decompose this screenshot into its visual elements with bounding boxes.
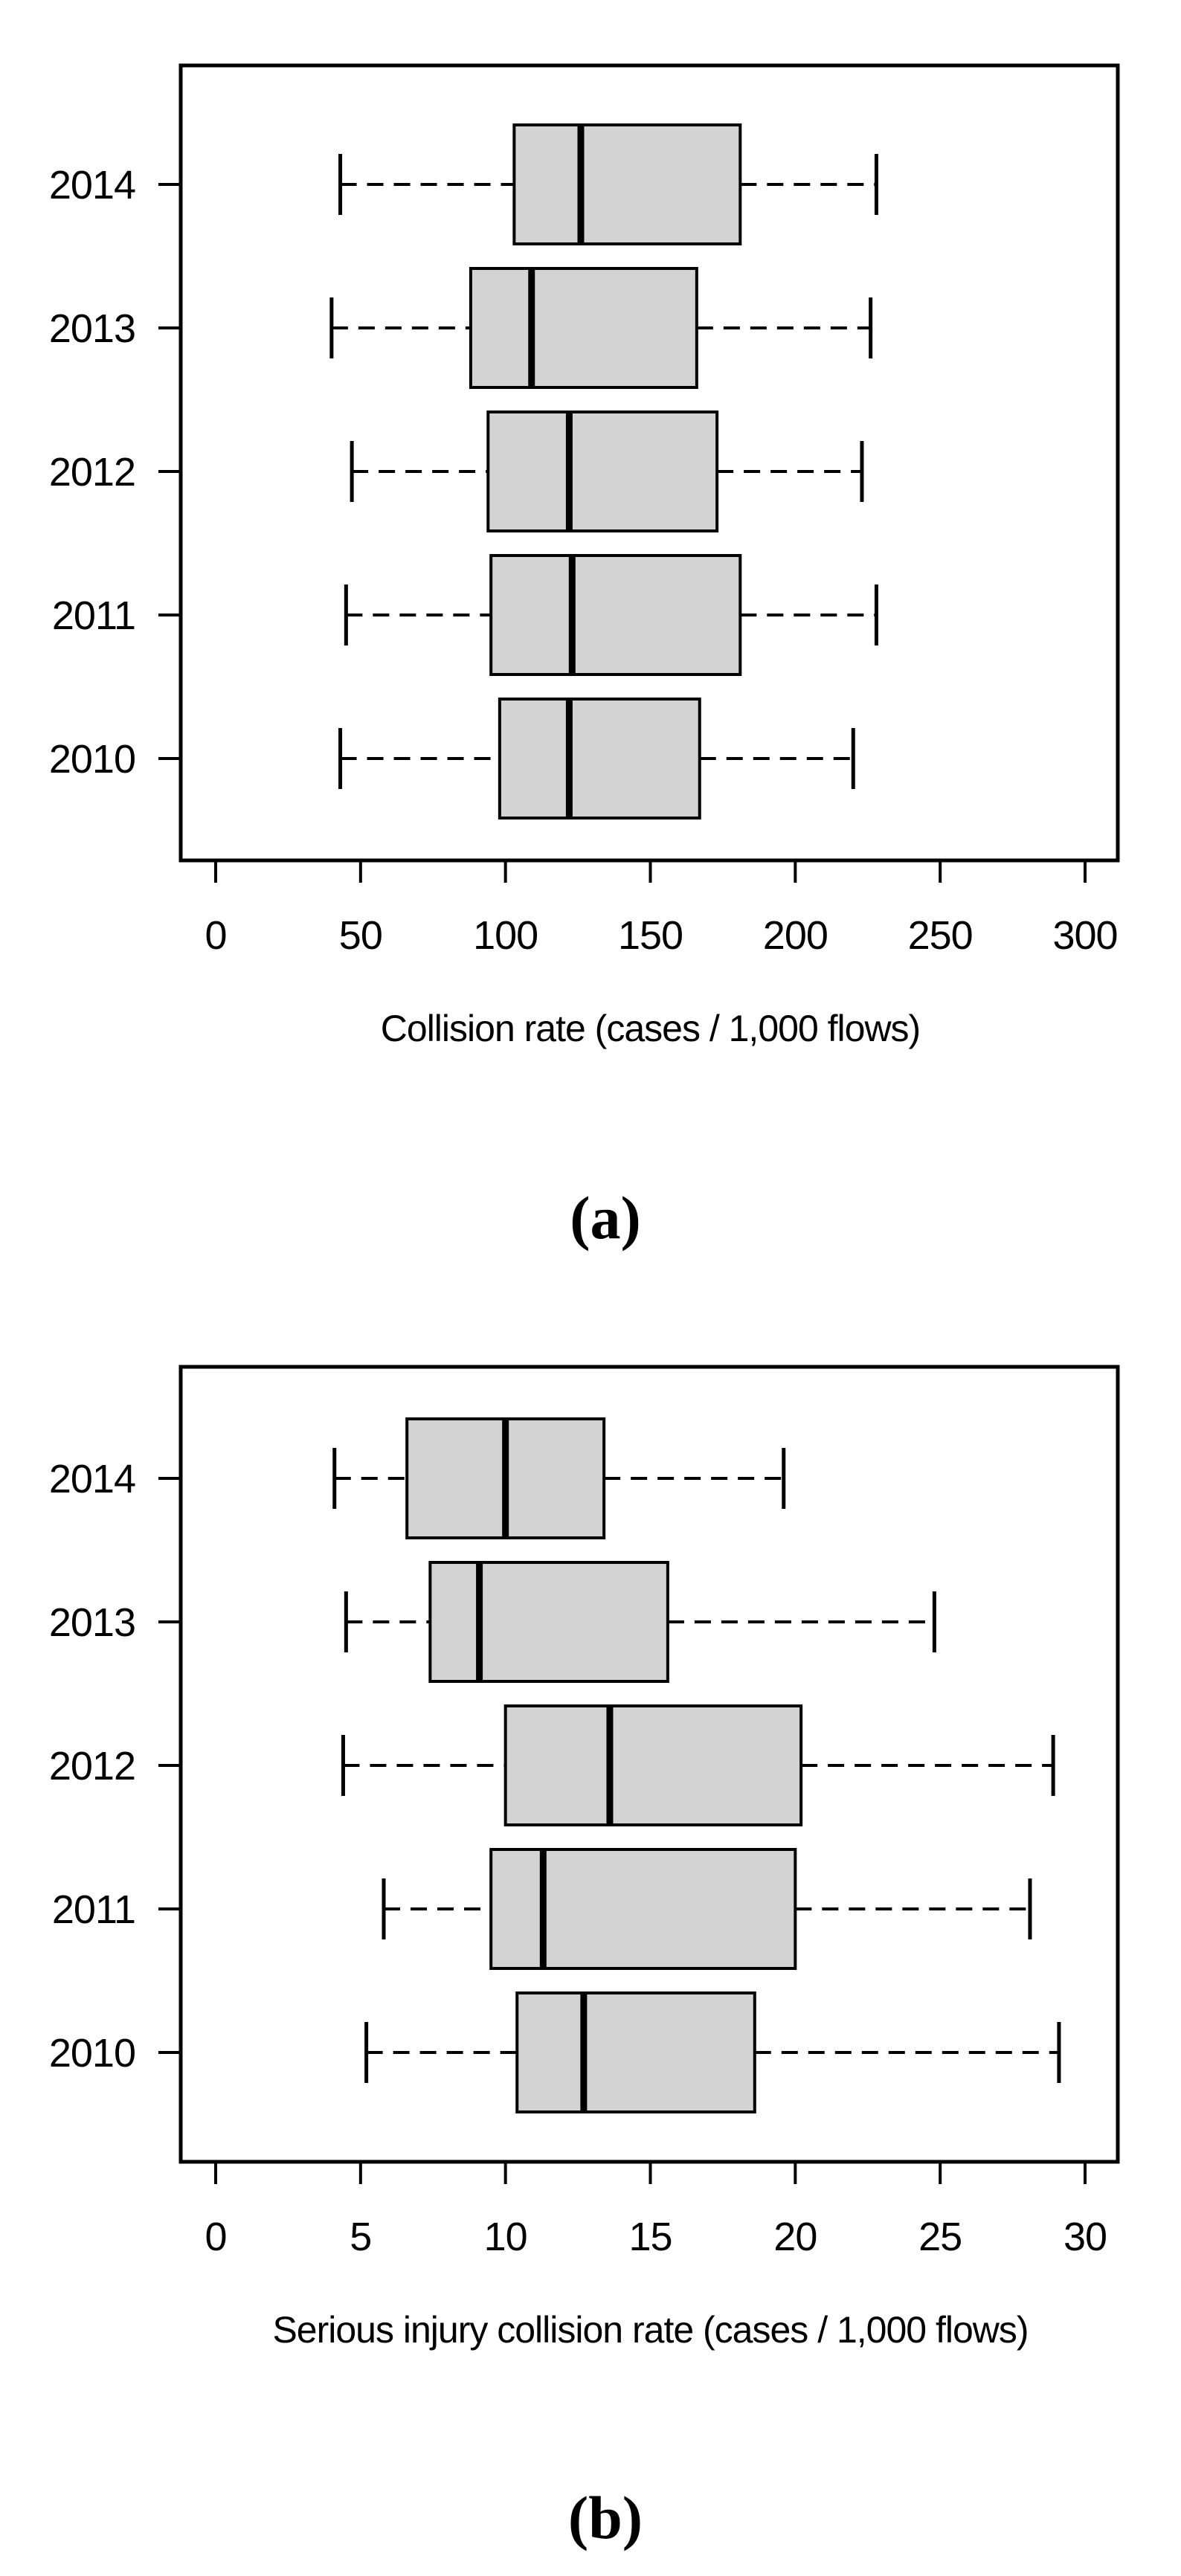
x-tick-label-b-20: 20 (773, 2215, 817, 2259)
x-axis-label-a: Collision rate (cases / 1,000 flows) (381, 1008, 920, 1049)
x-tick-label-b-15: 15 (628, 2215, 672, 2259)
iqr-box-2014 (512, 123, 742, 245)
y-tick-label-2012: 2012 (49, 1744, 135, 1788)
x-tick-label-b-0: 0 (205, 2215, 226, 2259)
iqr-box-2013 (428, 1561, 669, 1683)
y-tick-label-2011: 2011 (52, 593, 135, 638)
boxplot-row-a-2012: 2012 (49, 410, 864, 532)
x-tick-label-a-300: 300 (1052, 913, 1117, 958)
boxplot-row-a-2011: 2011 (52, 554, 878, 676)
y-tick-label-2010: 2010 (49, 2031, 135, 2076)
panel-b-caption: (b) (567, 2484, 643, 2551)
x-tick-label-b-25: 25 (918, 2215, 962, 2259)
panel-b: 2014 2013 2012 2011 2010 0 5 10 15 20 25 30 Serious … (49, 1365, 1120, 2351)
boxplot-row-b-2011: 2011 (52, 1848, 1032, 1970)
x-tick-label-a-250: 250 (908, 913, 973, 958)
x-axis-label-b: Serious injury collision rate (cases / 1… (272, 2309, 1028, 2351)
y-tick-label-2014: 2014 (49, 1457, 135, 1501)
boxplot-row-b-2014: 2014 (49, 1417, 786, 1539)
y-tick-label-2014: 2014 (49, 163, 135, 207)
iqr-box-2011 (489, 554, 742, 676)
boxplot-row-a-2010: 2010 (49, 698, 855, 820)
x-tick-label-a-0: 0 (205, 913, 226, 958)
x-tick-label-b-30: 30 (1063, 2215, 1107, 2259)
iqr-box-2012 (503, 1704, 803, 1826)
iqr-box-2011 (489, 1848, 797, 1970)
y-tick-label-2010: 2010 (49, 737, 135, 782)
x-tick-label-a-100: 100 (473, 913, 538, 958)
boxplot-row-b-2012: 2012 (49, 1704, 1055, 1826)
x-tick-label-b-5: 5 (350, 2215, 371, 2259)
x-tick-label-a-150: 150 (618, 913, 683, 958)
y-tick-label-2012: 2012 (49, 450, 135, 495)
y-tick-label-2013: 2013 (49, 306, 135, 351)
iqr-box-2010 (515, 1991, 756, 2113)
x-tick-label-b-10: 10 (484, 2215, 527, 2259)
x-tick-label-a-200: 200 (763, 913, 828, 958)
boxplot-row-b-2013: 2013 (49, 1561, 936, 1683)
x-tick-label-a-50: 50 (339, 913, 382, 958)
iqr-box-2010 (498, 698, 701, 820)
iqr-box-2012 (486, 410, 719, 532)
y-tick-label-2013: 2013 (49, 1600, 135, 1645)
iqr-box-2013 (469, 267, 698, 389)
y-tick-label-2011: 2011 (52, 1887, 135, 1932)
boxplot-row-a-2014: 2014 (49, 123, 878, 245)
panel-a-caption: (a) (570, 1184, 641, 1252)
boxplot-row-b-2010: 2010 (49, 1991, 1061, 2113)
panel-a: 2014 2013 2012 2011 2010 0 50 100 150 200 250 300 Co… (49, 63, 1120, 1049)
boxplot-row-a-2013: 2013 (49, 267, 873, 389)
